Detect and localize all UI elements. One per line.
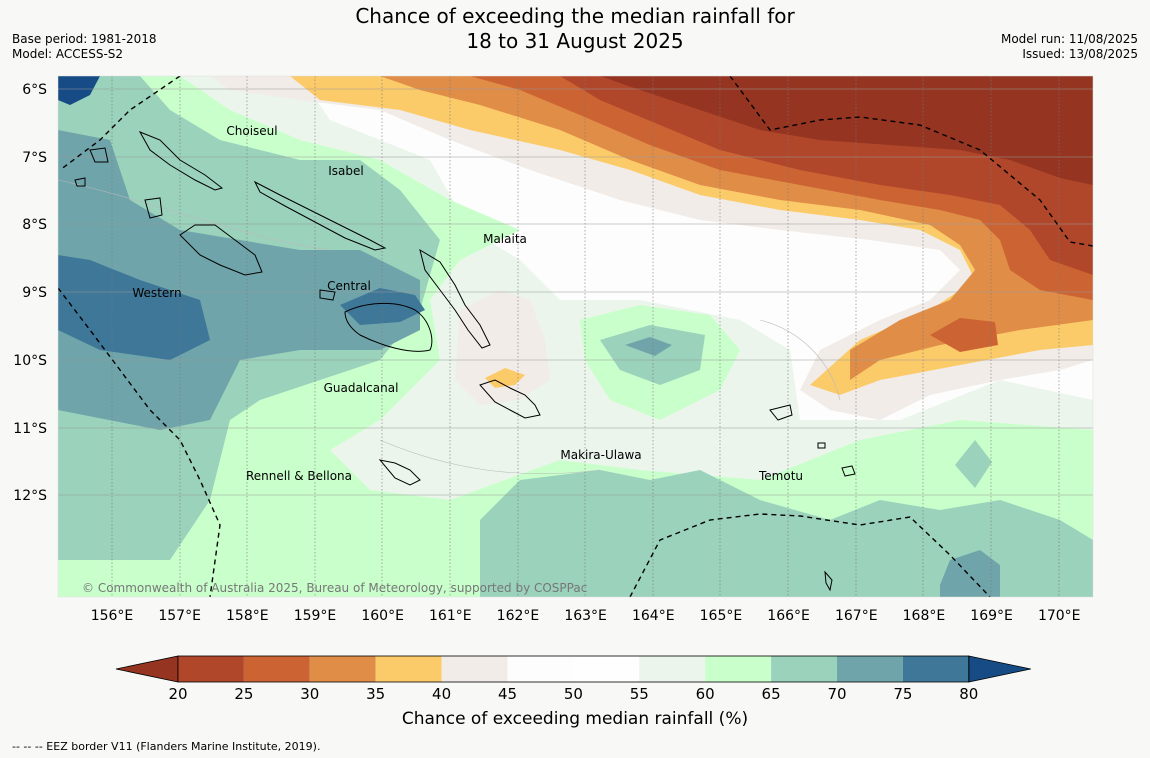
meta-right: Model run: 11/08/2025 Issued: 13/08/2025 (1001, 32, 1138, 62)
colorbar-tick-label: 65 (761, 685, 781, 703)
region-label-temotu: Temotu (758, 469, 803, 483)
colorbar-tick-label: 80 (959, 685, 979, 703)
contour-fields (58, 76, 1093, 597)
lat-label: 10°S (13, 353, 47, 369)
colorbar-segment (375, 656, 442, 682)
eez-border (58, 76, 1093, 597)
lon-label: 164°E (632, 608, 675, 624)
colorbar-segment (902, 656, 969, 682)
colorbar-segment (309, 656, 376, 682)
lon-label: 156°E (91, 608, 134, 624)
issued-date: Issued: 13/08/2025 (1022, 47, 1138, 61)
colorbar-segment (178, 656, 244, 682)
lon-label: 167°E (835, 608, 878, 624)
colorbar-segment (705, 656, 772, 682)
colorbar-segment (507, 656, 574, 682)
lon-label: 166°E (767, 608, 810, 624)
lon-label: 160°E (361, 608, 404, 624)
lon-label: 162°E (497, 608, 540, 624)
region-label-central: Central (327, 279, 371, 293)
colorbar-segment (639, 656, 706, 682)
colorbar-segment (441, 656, 508, 682)
lon-label: 165°E (700, 608, 743, 624)
lon-label: 158°E (226, 608, 269, 624)
colorbar-tick-label: 45 (497, 685, 518, 703)
model-run: Model run: 11/08/2025 (1000, 32, 1138, 46)
region-label-rennell-bellona: Rennell & Bellona (246, 469, 352, 483)
meta-left: Base period: 1981-2018 Model: ACCESS-S2 (12, 32, 157, 62)
colorbar-tick-label: 75 (893, 685, 913, 703)
region-labels: Choiseul Isabel Malaita Western Central … (132, 124, 803, 483)
lon-label: 163°E (564, 608, 607, 624)
lon-label: 159°E (294, 608, 337, 624)
copyright-notice: © Commonwealth of Australia 2025, Bureau… (82, 581, 587, 595)
colorbar-tick-label: 55 (629, 685, 649, 703)
coastlines (74, 131, 856, 592)
title-line-1: Chance of exceeding the median rainfall … (355, 4, 795, 28)
lon-label: 157°E (158, 608, 201, 624)
colorbar-ticks: 20 25 30 35 40 45 50 55 60 65 70 75 80 (0, 685, 1150, 705)
lat-label: 11°S (13, 421, 47, 437)
lat-label: 7°S (22, 150, 47, 166)
map-title: Chance of exceeding the median rainfall … (0, 4, 1150, 54)
colorbar-extend-low (115, 655, 179, 683)
region-label-malaita: Malaita (483, 232, 527, 246)
base-period: Base period: 1981-2018 (12, 32, 157, 46)
colorbar-tick-label: 50 (563, 685, 583, 703)
colorbar-segment (771, 656, 837, 682)
colorbar-segment (573, 656, 640, 682)
region-label-isabel: Isabel (328, 164, 363, 178)
colorbar-segment (837, 656, 903, 682)
title-line-2: 18 to 31 August 2025 (466, 29, 684, 53)
longitude-labels: 156°E 157°E 158°E 159°E 160°E 161°E 162°E 163°E… (91, 608, 1081, 624)
graticule (111, 76, 1060, 597)
lat-label: 8°S (22, 217, 47, 233)
region-label-guadalcanal: Guadalcanal (324, 381, 399, 395)
colorbar-tick-label: 30 (300, 685, 320, 703)
lon-label: 170°E (1038, 608, 1081, 624)
region-label-western: Western (132, 286, 181, 300)
eez-legend-note: -- -- -- EEZ border V11 (Flanders Marine… (12, 740, 321, 753)
colorbar-tick-label: 40 (432, 685, 452, 703)
colorbar-tick-label: 35 (366, 685, 386, 703)
region-label-makira-ulawa: Makira-Ulawa (560, 448, 641, 462)
lon-label: 161°E (429, 608, 472, 624)
region-label-choiseul: Choiseul (226, 124, 277, 138)
colorbar-tick-label: 25 (234, 685, 254, 703)
colorbar-extend-high (968, 655, 1031, 683)
lat-label: 6°S (22, 82, 47, 98)
model-name: Model: ACCESS-S2 (12, 47, 124, 61)
colorbar-tick-label: 20 (168, 685, 188, 703)
latitude-labels: 6°S 7°S 8°S 9°S 10°S 11°S 12°S (13, 82, 47, 504)
lon-label: 168°E (903, 608, 946, 624)
colorbar-segment (243, 656, 310, 682)
colorbar (115, 655, 1031, 683)
colorbar-tick-label: 70 (827, 685, 847, 703)
lon-label: 169°E (970, 608, 1013, 624)
lat-label: 12°S (13, 488, 47, 504)
colorbar-outline (177, 655, 970, 683)
colorbar-tick-label: 60 (695, 685, 715, 703)
colorbar-label: Chance of exceeding median rainfall (%) (401, 709, 749, 729)
lat-label: 9°S (22, 285, 47, 301)
